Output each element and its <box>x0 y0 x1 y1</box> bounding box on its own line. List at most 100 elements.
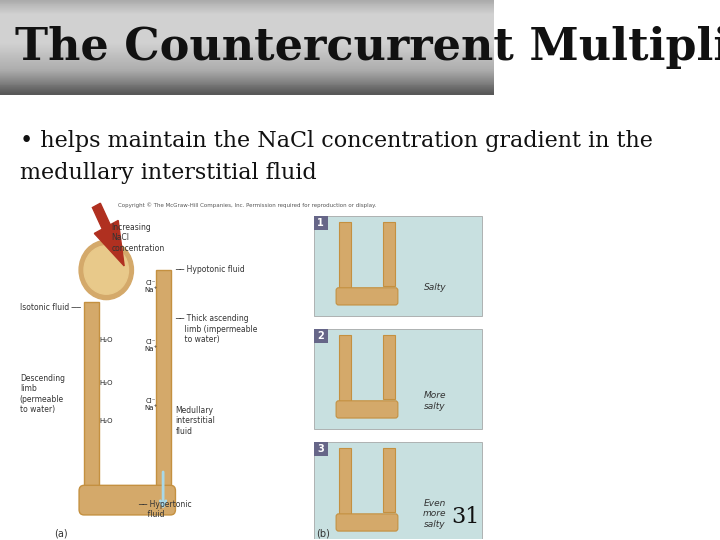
FancyBboxPatch shape <box>79 485 176 515</box>
Bar <box>0 58 494 60</box>
Bar <box>383 221 395 286</box>
Bar <box>0 64 494 66</box>
FancyBboxPatch shape <box>336 514 398 531</box>
Bar <box>0 22 494 24</box>
Bar <box>0 60 494 62</box>
Bar <box>0 70 494 72</box>
Text: Cl⁻
Na⁺: Cl⁻ Na⁺ <box>144 339 158 352</box>
Bar <box>338 221 351 294</box>
Bar <box>0 33 494 36</box>
Text: More
salty: More salty <box>423 391 446 410</box>
Bar <box>0 11 494 13</box>
Bar <box>84 302 99 496</box>
Bar <box>0 79 494 81</box>
FancyBboxPatch shape <box>336 288 398 305</box>
Text: 3: 3 <box>318 444 324 454</box>
Bar <box>0 43 494 45</box>
Bar <box>0 73 494 75</box>
Bar <box>0 91 494 93</box>
Text: 31: 31 <box>451 507 480 529</box>
Bar <box>0 48 494 50</box>
Bar <box>0 44 494 46</box>
Bar <box>0 12 494 14</box>
Circle shape <box>84 246 128 294</box>
Bar <box>0 89 494 91</box>
Bar <box>314 329 328 343</box>
Bar <box>314 329 482 429</box>
Bar <box>0 27 494 29</box>
Bar <box>0 47 494 49</box>
FancyBboxPatch shape <box>336 401 398 418</box>
Bar <box>0 39 494 42</box>
Bar <box>19 205 307 529</box>
Bar <box>0 46 494 48</box>
Text: Copyright © The McGraw-Hill Companies, Inc. Permission required for reproduction: Copyright © The McGraw-Hill Companies, I… <box>118 202 377 208</box>
Text: 1: 1 <box>318 218 324 228</box>
Bar <box>0 24 494 26</box>
Bar <box>0 16 494 18</box>
Bar <box>0 10 494 12</box>
Bar <box>0 45 494 47</box>
Bar <box>0 21 494 23</box>
Bar <box>0 69 494 71</box>
Bar <box>0 57 494 59</box>
Text: (b): (b) <box>316 529 330 539</box>
Bar <box>314 216 482 316</box>
Text: ── Hypotonic fluid: ── Hypotonic fluid <box>176 266 246 274</box>
Bar <box>0 65 494 67</box>
Bar <box>0 42 494 44</box>
Bar <box>0 49 494 51</box>
Bar <box>0 0 494 2</box>
Bar <box>0 23 494 25</box>
Bar <box>0 13 494 15</box>
Bar <box>0 76 494 78</box>
Bar <box>0 55 494 56</box>
Bar <box>0 31 494 33</box>
Bar <box>0 84 494 86</box>
Bar <box>0 59 494 61</box>
Bar <box>0 55 494 57</box>
Bar <box>0 87 494 90</box>
Bar <box>0 41 494 43</box>
Bar <box>0 5 494 8</box>
Bar <box>0 51 494 52</box>
Bar <box>0 89 494 90</box>
Bar <box>0 19 494 22</box>
Text: Salty: Salty <box>423 284 446 292</box>
Text: H₂O: H₂O <box>99 380 113 386</box>
Bar <box>0 37 494 39</box>
Text: Isotonic fluid ──: Isotonic fluid ── <box>19 303 81 312</box>
Text: medullary interstitial fluid: medullary interstitial fluid <box>19 163 317 184</box>
Bar <box>0 33 494 35</box>
Bar <box>0 74 494 76</box>
Bar <box>0 86 494 89</box>
Bar <box>0 2 494 4</box>
Text: H₂O: H₂O <box>99 418 113 424</box>
Bar <box>0 61 494 63</box>
Text: H₂O: H₂O <box>99 337 113 343</box>
Bar <box>0 8 494 9</box>
Bar <box>0 71 494 73</box>
Bar <box>156 270 171 496</box>
Bar <box>0 66 494 69</box>
Bar <box>0 78 494 80</box>
Bar <box>338 448 351 521</box>
Text: Cl⁻
Na⁺: Cl⁻ Na⁺ <box>144 280 158 293</box>
Bar <box>383 448 395 512</box>
Bar <box>0 85 494 87</box>
Bar <box>314 216 328 229</box>
Bar <box>0 1 494 3</box>
Bar <box>0 4 494 6</box>
Text: Even
more
salty: Even more salty <box>423 499 446 529</box>
Bar <box>383 335 395 399</box>
Bar <box>0 36 494 38</box>
Bar <box>0 17 494 19</box>
Bar <box>0 35 494 37</box>
Bar <box>0 75 494 77</box>
Text: (a): (a) <box>55 529 68 539</box>
Bar <box>0 66 494 68</box>
Bar <box>0 62 494 64</box>
Bar <box>0 14 494 16</box>
Bar <box>0 52 494 55</box>
Text: Descending
limb
(permeable
to water): Descending limb (permeable to water) <box>19 374 65 414</box>
